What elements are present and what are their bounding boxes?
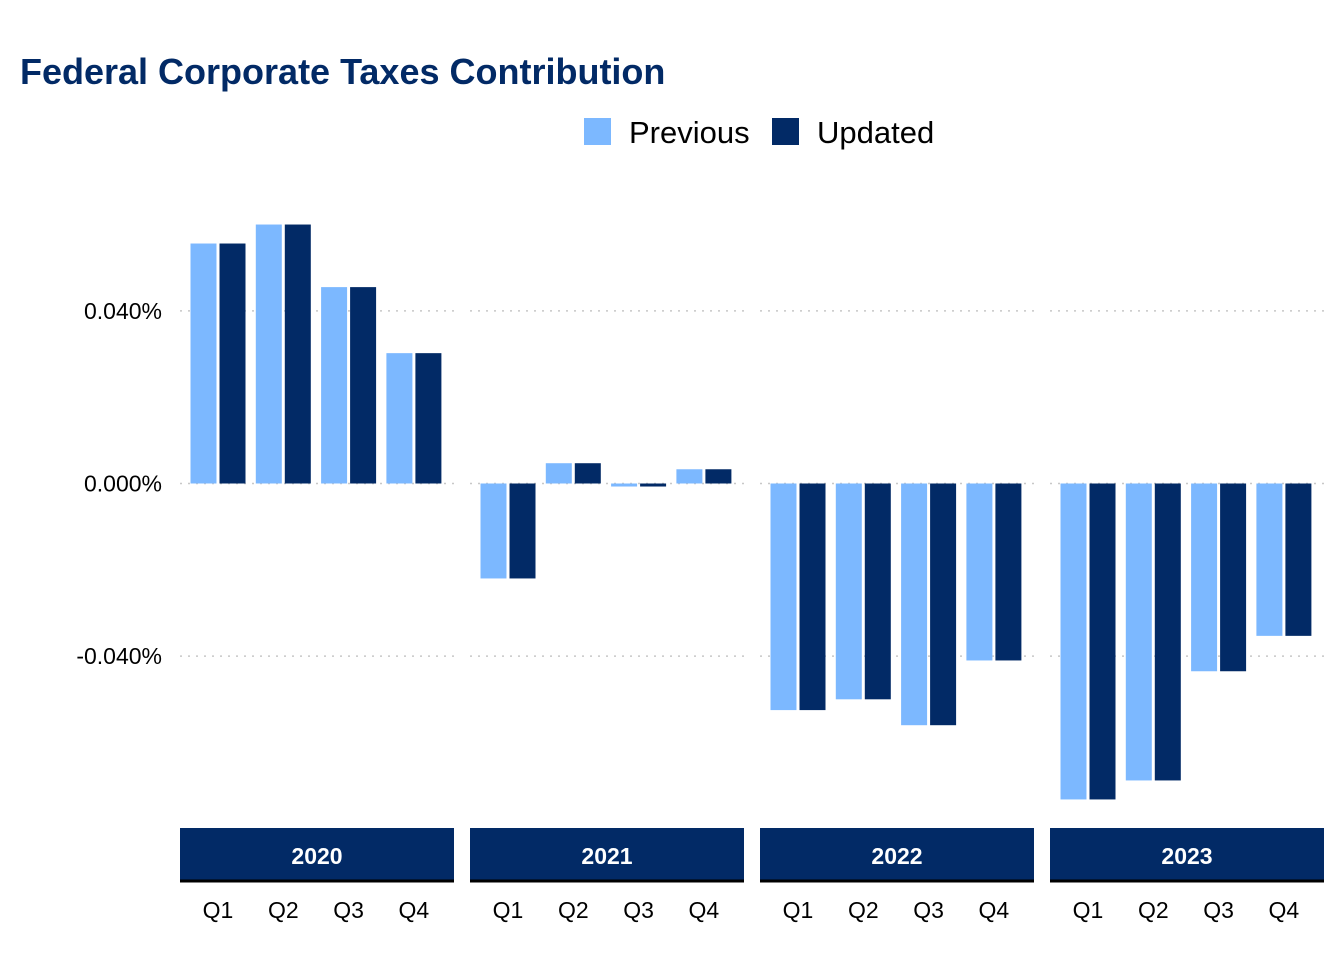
x-tick-label-2022-q3: Q3 (913, 897, 944, 923)
bar-2023-q1-previous (1060, 483, 1087, 800)
x-tick-label-2021-q4: Q4 (689, 897, 720, 923)
x-tick-label-2022-q4: Q4 (979, 897, 1010, 923)
x-tick-label-2020-q2: Q2 (268, 897, 299, 923)
bar-2022-q3-updated (930, 483, 957, 726)
bar-2022-q2-previous (835, 483, 862, 700)
y-tick-label-1: 0.000% (84, 470, 162, 496)
chart-title: Federal Corporate Taxes Contribution (20, 51, 665, 92)
bar-2022-q4-previous (966, 483, 993, 661)
bar-2021-q4-updated (705, 469, 732, 484)
bar-2021-q4-previous (676, 469, 703, 484)
x-tick-label-2020-q1: Q1 (203, 897, 234, 923)
bar-2020-q2-updated (284, 224, 311, 484)
x-tick-label-2023-q3: Q3 (1203, 897, 1234, 923)
facet-strip-label-2022: 2022 (871, 843, 922, 869)
bar-2021-q1-previous (480, 483, 507, 579)
bar-2023-q2-previous (1125, 483, 1152, 781)
facet-panel-2021: Q1 Q2 Q3 Q4 2021 (470, 310, 744, 923)
x-tick-label-2021-q3: Q3 (623, 897, 654, 923)
x-tick-label-2020-q4: Q4 (399, 897, 430, 923)
bar-2022-q1-updated (799, 483, 826, 711)
x-tick-label-2023-q1: Q1 (1073, 897, 1104, 923)
bar-2021-q3-previous (611, 483, 638, 487)
y-tick-label-0: 0.040% (84, 298, 162, 324)
bar-2021-q3-updated (640, 483, 667, 487)
legend-swatch-previous (584, 118, 611, 145)
bar-2020-q1-previous (190, 243, 217, 484)
facet-strip-label-2023: 2023 (1161, 843, 1212, 869)
facet-panel-2020: Q1 Q2 Q3 Q4 2020 (180, 224, 454, 923)
bar-2022-q3-previous (901, 483, 928, 726)
bar-2023-q4-previous (1256, 483, 1283, 636)
y-tick-label-2: -0.040% (76, 643, 162, 669)
bar-2021-q1-updated (509, 483, 536, 579)
legend: Previous Updated (584, 115, 934, 150)
bar-2022-q4-updated (995, 483, 1022, 661)
legend-label-updated: Updated (817, 115, 934, 150)
bar-2021-q2-updated (574, 463, 601, 484)
bar-2023-q3-updated (1220, 483, 1247, 672)
bar-2020-q3-updated (350, 287, 377, 484)
x-tick-label-2021-q2: Q2 (558, 897, 589, 923)
facet-panels: Q1 Q2 Q3 Q4 2020 Q1 Q2 Q3 Q4 2021 Q1 Q2 Q3 Q4 2022 Q1 Q2… (180, 224, 1324, 923)
legend-label-previous: Previous (629, 115, 750, 150)
x-tick-label-2023-q4: Q4 (1269, 897, 1300, 923)
y-axis: 0.040% 0.000% -0.040% (76, 298, 162, 669)
x-tick-label-2022-q1: Q1 (783, 897, 814, 923)
bar-2020-q2-previous (255, 224, 282, 484)
x-tick-label-2022-q2: Q2 (848, 897, 879, 923)
bar-2020-q3-previous (321, 287, 348, 484)
bar-2020-q4-previous (386, 353, 413, 484)
legend-swatch-updated (772, 118, 799, 145)
bar-2021-q2-previous (545, 463, 572, 484)
bar-2022-q2-updated (864, 483, 891, 700)
bar-2023-q1-updated (1089, 483, 1116, 800)
bar-2023-q4-updated (1285, 483, 1312, 636)
x-tick-label-2021-q1: Q1 (493, 897, 524, 923)
facet-strip-2020 (180, 828, 454, 881)
bar-2020-q4-updated (415, 353, 442, 484)
facet-panel-2023: Q1 Q2 Q3 Q4 2023 (1050, 310, 1324, 923)
bar-2023-q3-previous (1191, 483, 1218, 672)
bar-2020-q1-updated (219, 243, 246, 484)
bar-2022-q1-previous (770, 483, 797, 711)
facet-strip-2021 (470, 828, 744, 881)
facet-strip-label-2020: 2020 (291, 843, 342, 869)
facet-strip-2022 (760, 828, 1034, 881)
facet-strip-2023 (1050, 828, 1324, 881)
bar-2023-q2-updated (1154, 483, 1181, 781)
x-tick-label-2023-q2: Q2 (1138, 897, 1169, 923)
facet-panel-2022: Q1 Q2 Q3 Q4 2022 (760, 310, 1034, 923)
x-tick-label-2020-q3: Q3 (333, 897, 364, 923)
facet-strip-label-2021: 2021 (581, 843, 632, 869)
